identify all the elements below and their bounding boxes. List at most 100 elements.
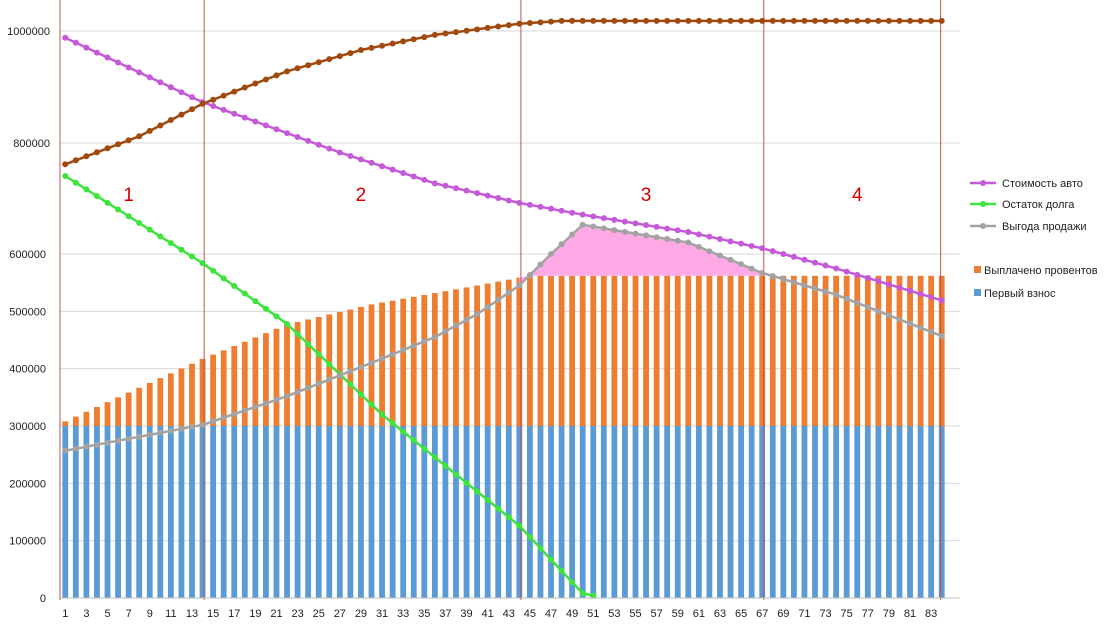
series-point (643, 232, 650, 239)
bar-first-payment (928, 426, 935, 598)
bar-first-payment (907, 426, 913, 598)
bar-paid-interest (822, 275, 829, 426)
series-point (875, 308, 882, 315)
x-tick-label: 13 (186, 608, 198, 620)
y-tick-label-upper: 1000000 (7, 26, 50, 38)
series-point (400, 347, 407, 354)
bar-paid-interest (674, 275, 681, 426)
legend-label: Остаток долга (1002, 199, 1075, 211)
series-point (442, 328, 449, 335)
series-point (115, 206, 122, 213)
bar-paid-interest (801, 275, 808, 426)
series-point (347, 381, 354, 388)
series-point (72, 157, 79, 164)
series-point (389, 166, 396, 173)
x-tick-label: 83 (925, 608, 937, 620)
x-tick-label: 15 (207, 608, 219, 620)
x-tick-label: 31 (376, 608, 388, 620)
series-point (716, 236, 723, 242)
series-point (347, 152, 354, 159)
x-tick-label: 77 (862, 608, 874, 620)
bar-paid-interest (600, 275, 607, 426)
series-point (632, 220, 639, 227)
series-point (579, 17, 586, 24)
bar-first-payment (717, 426, 723, 598)
bar-first-payment (569, 426, 576, 598)
legend: Стоимость авто Остаток долга Выгода продаж… (970, 178, 1098, 300)
bar-first-payment (231, 426, 238, 598)
series-point (516, 282, 523, 289)
bar-first-payment (347, 426, 354, 598)
series-point (357, 364, 364, 371)
series-point (611, 227, 618, 234)
series-point (801, 17, 808, 24)
bar-first-payment (632, 426, 639, 598)
series-point (516, 20, 523, 27)
bar-paid-interest (167, 373, 174, 426)
y-tick-label: 400000 (9, 364, 46, 376)
bar-first-payment (516, 426, 523, 598)
bar-paid-interest (231, 346, 238, 426)
series-point (695, 243, 702, 250)
bar-first-payment (600, 426, 607, 598)
series-point (558, 17, 565, 24)
bar-paid-interest (136, 387, 143, 426)
series-point (833, 291, 840, 298)
series-point (83, 443, 90, 450)
series-point (231, 88, 238, 95)
bars (62, 275, 945, 598)
series-point (590, 17, 597, 24)
bar-first-payment (643, 426, 649, 598)
bar-first-payment (579, 426, 586, 598)
bar-paid-interest (326, 314, 333, 426)
series-point (505, 514, 512, 521)
series-point (526, 20, 533, 27)
bar-first-payment (146, 426, 153, 598)
bar-paid-interest (83, 411, 90, 426)
series-point (548, 556, 555, 563)
bar-first-payment (822, 426, 829, 598)
bar-first-payment (548, 426, 554, 598)
series-point (854, 271, 861, 278)
x-tick-label: 41 (482, 608, 494, 620)
bar-first-payment (442, 426, 449, 598)
series-point (643, 17, 650, 24)
series-point (442, 30, 449, 37)
bar-first-payment (780, 426, 787, 598)
series-point (759, 245, 766, 252)
bar-first-payment (833, 426, 840, 598)
series-point (664, 17, 671, 24)
series-point (83, 153, 90, 160)
series-point (452, 322, 459, 329)
series-point (611, 17, 618, 24)
series-point (664, 225, 671, 232)
bar-paid-interest (738, 275, 744, 426)
series-point (495, 195, 502, 202)
legend-item: Стоимость авто (970, 178, 1083, 190)
axis-break (0, 228, 56, 238)
series-point (579, 221, 586, 228)
bar-paid-interest (717, 275, 723, 426)
x-tick-label: 11 (165, 608, 176, 620)
bar-paid-interest (622, 275, 628, 426)
series-point (421, 338, 428, 345)
bar-paid-interest (812, 275, 818, 426)
bar-first-payment (115, 426, 121, 598)
bar-paid-interest (442, 291, 449, 426)
bar-paid-interest (284, 324, 290, 426)
series-point (93, 149, 100, 156)
bar-first-payment (653, 426, 660, 598)
x-tick-label: 35 (418, 608, 430, 620)
bar-first-payment (252, 426, 259, 598)
bar-paid-interest (706, 275, 713, 426)
bar-first-payment (769, 426, 776, 598)
bar-paid-interest (558, 275, 565, 426)
series-point (537, 545, 544, 552)
bar-first-payment (864, 426, 871, 598)
bar-first-payment (695, 426, 702, 598)
series-point (389, 420, 396, 427)
series-point (685, 239, 692, 246)
legend-label: Стоимость авто (1002, 178, 1083, 190)
series-point (864, 275, 871, 282)
